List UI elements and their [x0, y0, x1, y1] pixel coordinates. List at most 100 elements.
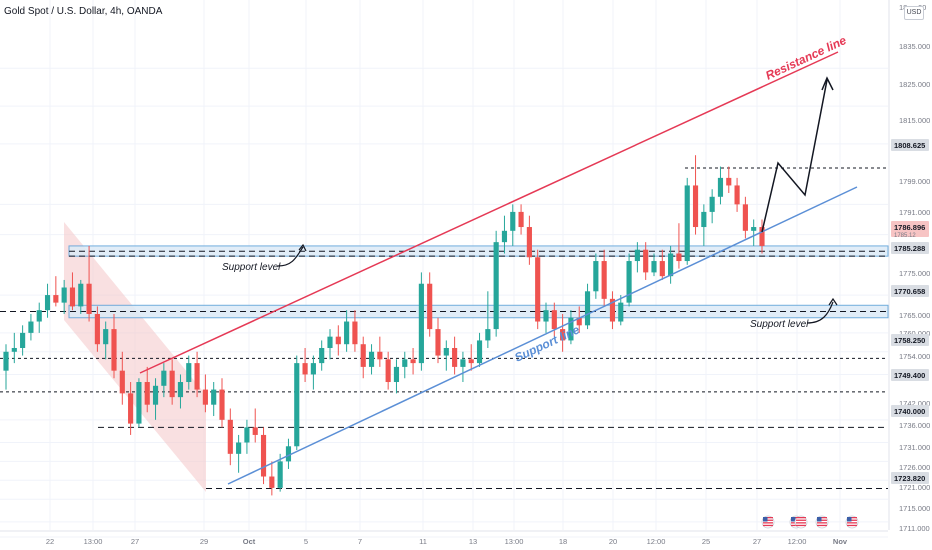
- candle: [584, 283, 591, 330]
- support-zone: [68, 304, 889, 319]
- candle: [609, 291, 616, 330]
- candle-body: [518, 211, 524, 228]
- y-tick-label: 1736.000: [899, 421, 930, 430]
- candle: [468, 344, 474, 371]
- candle-body: [202, 389, 208, 405]
- pointer-arrow: [277, 246, 304, 267]
- candle-body: [219, 389, 225, 420]
- grid: [0, 0, 888, 538]
- candle-body: [53, 295, 59, 303]
- x-tick-label: 13: [469, 537, 477, 546]
- price-tag-bg: [891, 334, 929, 346]
- current-price-countdown: 1785.12: [894, 233, 916, 239]
- x-tick-label: 25: [702, 537, 710, 546]
- y-tick-label: 18: [899, 3, 907, 12]
- projection-arrow: [821, 76, 834, 91]
- candle-body: [152, 385, 159, 405]
- candle: [211, 382, 217, 417]
- currency-badge[interactable]: USD: [904, 6, 924, 20]
- candle-body: [560, 329, 566, 341]
- candle-body: [576, 317, 582, 326]
- projection-path: [761, 79, 828, 233]
- us-flag-event-icon[interactable]: [815, 515, 829, 529]
- y-tick-label: 1765.000: [899, 311, 930, 320]
- candle: [759, 219, 765, 254]
- candle-body: [385, 359, 391, 383]
- candle-body: [161, 370, 167, 386]
- candle-body: [726, 177, 732, 186]
- y-tick-label: 1715.000: [899, 504, 930, 513]
- candle-body: [393, 366, 400, 383]
- candle: [742, 196, 748, 239]
- candle: [668, 245, 674, 284]
- support-level-label: Support level: [750, 319, 809, 330]
- candle-body: [368, 351, 375, 367]
- y-tick-label: 1775.000: [899, 269, 930, 278]
- price-tag-bg: [891, 285, 929, 297]
- candle-body: [692, 185, 699, 228]
- us-flag-event-icon[interactable]: [845, 515, 859, 529]
- y-tick-label: 1754.000: [899, 352, 930, 361]
- candle-body: [277, 461, 283, 488]
- candle-body: [443, 347, 449, 356]
- candle: [501, 215, 508, 254]
- candle-body: [676, 253, 682, 262]
- price-tag-bg: [891, 242, 929, 254]
- candle: [352, 310, 358, 352]
- symbol-title[interactable]: Gold Spot / U.S. Dollar, 4h, OANDA: [4, 6, 163, 17]
- candle: [734, 177, 740, 212]
- price-tag-label: 1723.820: [894, 474, 925, 483]
- candle: [368, 344, 375, 375]
- y-tick-label: 1815.000: [899, 116, 930, 125]
- candle: [219, 378, 225, 428]
- candle-body: [94, 313, 100, 345]
- candle: [485, 291, 491, 348]
- candle-body: [468, 359, 474, 364]
- candle: [751, 219, 757, 246]
- candle: [618, 295, 624, 326]
- candle-body: [319, 347, 325, 364]
- candle-body: [236, 442, 242, 454]
- candle: [252, 408, 258, 443]
- candle: [128, 382, 134, 435]
- x-tick-label: 20: [609, 537, 617, 546]
- candle: [601, 249, 607, 307]
- candle: [119, 351, 125, 405]
- y-tick-label: 1825.000: [899, 80, 930, 89]
- candle-body: [734, 185, 740, 205]
- candle: [684, 177, 690, 265]
- candle-body: [211, 389, 217, 405]
- candle: [551, 302, 557, 337]
- candle: [152, 378, 159, 420]
- current-price-label: 1786.896: [894, 223, 925, 232]
- x-tick-label: 27: [131, 537, 139, 546]
- candle: [676, 223, 682, 269]
- x-tick-label: 27: [753, 537, 761, 546]
- candle: [402, 351, 408, 379]
- candle-body: [435, 329, 441, 356]
- candle-body: [584, 291, 591, 326]
- candle-body: [3, 351, 9, 371]
- candle-body: [601, 261, 607, 299]
- candle-body: [111, 329, 117, 371]
- candle: [94, 306, 100, 352]
- price-tag-label: 1808.625: [894, 141, 925, 150]
- candle: [260, 427, 267, 485]
- candle-body: [186, 363, 192, 383]
- candle: [86, 245, 92, 322]
- candle-body: [360, 344, 366, 367]
- candle-body: [11, 347, 17, 352]
- price-tag: 1808.625: [891, 139, 929, 151]
- candle-body: [418, 283, 424, 364]
- candle: [659, 249, 665, 280]
- candle-body: [169, 370, 175, 398]
- candle-body: [294, 363, 300, 447]
- candle: [186, 355, 192, 390]
- us-flag-event-icon: [794, 515, 808, 529]
- candle-body: [402, 359, 408, 367]
- us-flag-event-icon[interactable]: [761, 515, 775, 529]
- candle-body: [103, 329, 109, 345]
- x-tick-label: 12:00: [788, 537, 807, 546]
